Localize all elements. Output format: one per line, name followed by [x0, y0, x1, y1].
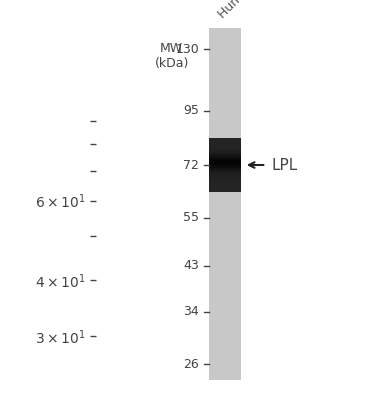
Bar: [209, 158, 241, 160]
Bar: [209, 164, 241, 166]
Bar: [209, 153, 241, 155]
Text: 130: 130: [175, 43, 199, 56]
Bar: [209, 168, 241, 170]
Bar: [209, 141, 241, 143]
Bar: [209, 166, 241, 168]
Bar: [209, 186, 241, 188]
Text: 95: 95: [183, 104, 199, 117]
Bar: [209, 162, 241, 164]
Text: Human adipose: Human adipose: [216, 0, 295, 21]
Bar: [209, 155, 241, 157]
Text: 55: 55: [183, 211, 199, 224]
Bar: [209, 172, 241, 174]
Bar: [209, 188, 241, 190]
Text: 72: 72: [183, 158, 199, 172]
Bar: [209, 174, 241, 176]
Bar: [209, 157, 241, 158]
Bar: [209, 180, 241, 182]
Bar: [209, 148, 241, 150]
Bar: [209, 184, 241, 186]
Bar: [209, 160, 241, 162]
Bar: [209, 143, 241, 144]
Bar: [209, 152, 241, 153]
Text: 26: 26: [183, 358, 199, 371]
Bar: [209, 178, 241, 180]
Bar: [209, 176, 241, 178]
Bar: [209, 144, 241, 146]
Text: 34: 34: [183, 305, 199, 318]
Bar: [209, 138, 241, 140]
Bar: [209, 146, 241, 148]
Text: MW
(kDa): MW (kDa): [154, 42, 189, 70]
Bar: [209, 150, 241, 152]
Bar: [209, 190, 241, 192]
Bar: [209, 140, 241, 141]
Text: 43: 43: [183, 259, 199, 272]
Bar: [209, 182, 241, 184]
Bar: [209, 28, 241, 380]
Bar: [209, 170, 241, 172]
Text: LPL: LPL: [271, 158, 298, 172]
